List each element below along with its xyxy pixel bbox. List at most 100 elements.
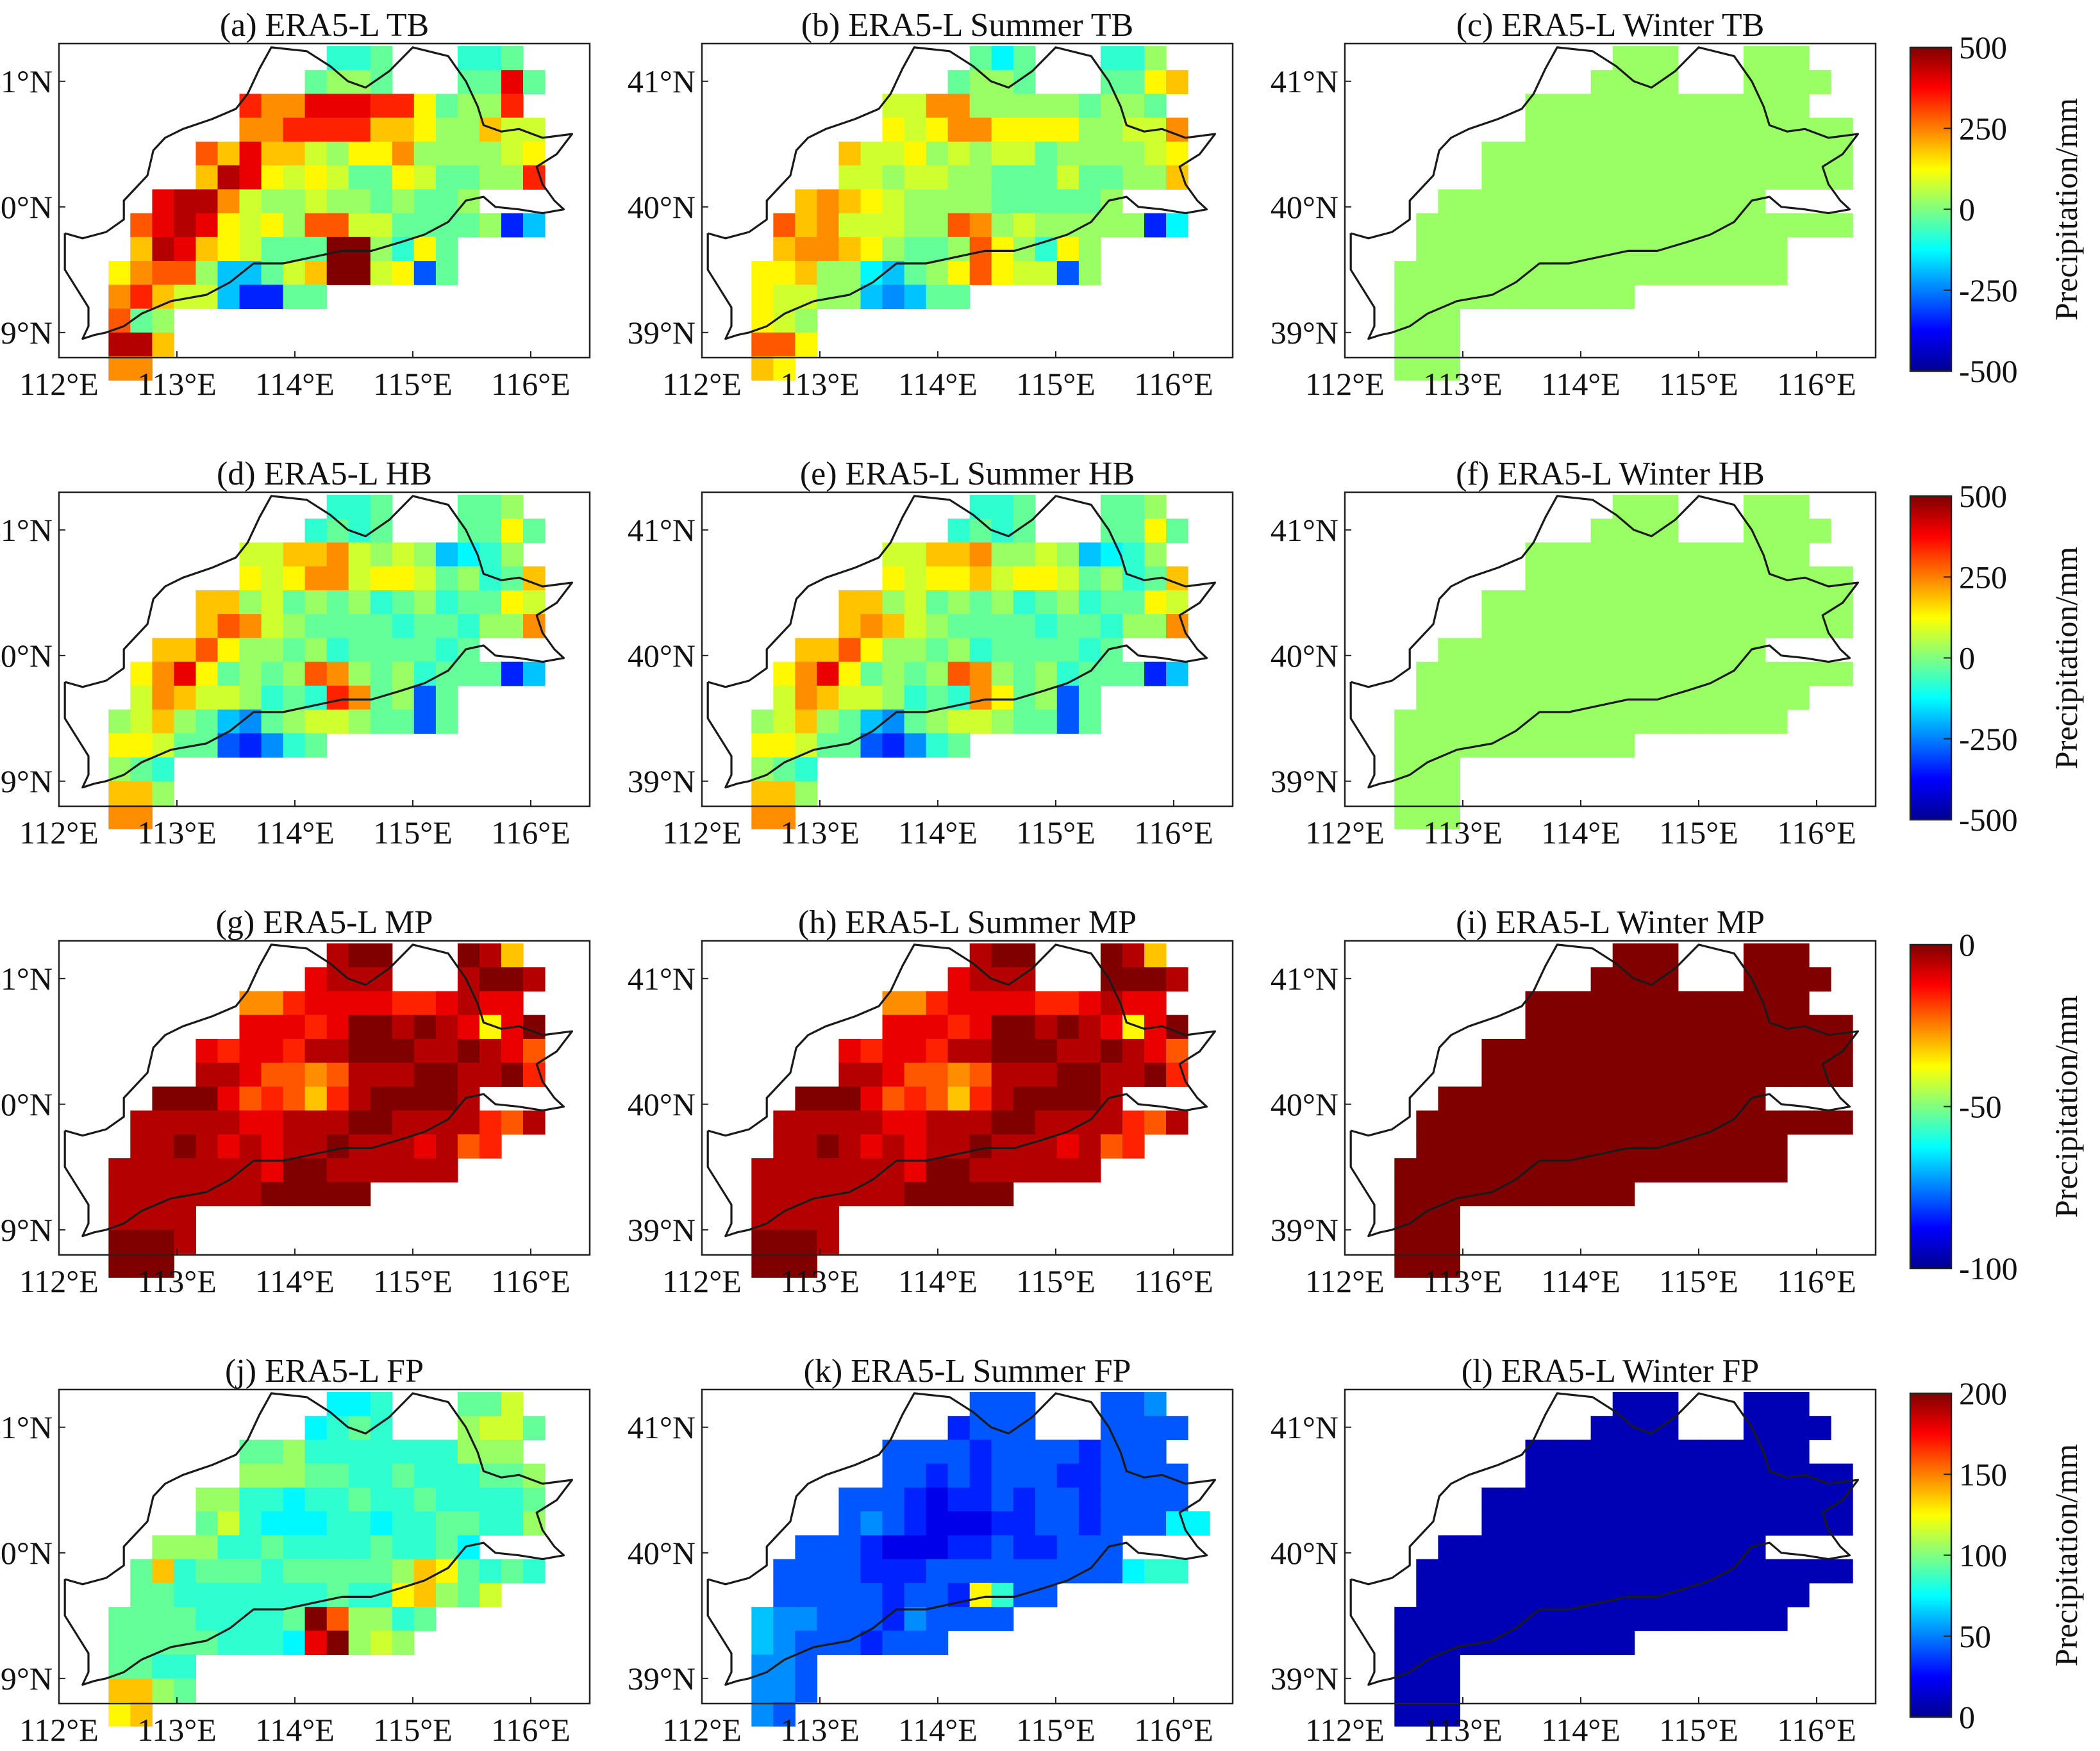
heatmap-cell <box>1831 614 1853 638</box>
heatmap-cell <box>947 1015 971 1040</box>
heatmap-cell <box>457 1559 480 1584</box>
heatmap-cell <box>1503 590 1526 615</box>
heatmap-cells <box>751 1391 1210 1727</box>
heatmap-cell <box>1416 1654 1438 1679</box>
heatmap-cell <box>283 733 306 758</box>
heatmap-cell <box>304 261 328 285</box>
heatmap-cell <box>1416 781 1438 806</box>
heatmap-cell <box>795 1229 817 1254</box>
heatmap-cell <box>479 46 502 71</box>
heatmap-cell <box>1634 661 1657 686</box>
heatmap-cell <box>904 261 927 285</box>
heatmap-cell <box>1056 94 1079 119</box>
heatmap-cell <box>1612 189 1635 214</box>
x-tick-label: 112°E <box>19 366 99 402</box>
heatmap-cell <box>283 94 306 119</box>
heatmap-cell <box>523 590 546 615</box>
y-tick-label: 39°N <box>0 1212 53 1248</box>
heatmap-cell <box>1013 1582 1036 1607</box>
heatmap-cell <box>1743 1440 1766 1465</box>
heatmap-cell <box>1787 1511 1810 1536</box>
y-tick-label: 40°N <box>0 1535 53 1571</box>
heatmap-cell <box>326 1086 349 1111</box>
heatmap-cell <box>991 141 1014 166</box>
heatmap-cell <box>1699 1086 1722 1111</box>
heatmap-cell <box>239 1487 262 1512</box>
heatmap-cell <box>1743 614 1766 638</box>
heatmap-cell <box>283 1063 306 1087</box>
heatmap-cell <box>283 1511 306 1536</box>
heatmap-cell <box>479 542 502 567</box>
heatmap-cell <box>1078 1487 1101 1512</box>
heatmap-cell <box>1809 967 1831 992</box>
heatmap-cell <box>1678 1511 1701 1536</box>
heatmap-cell <box>479 1391 502 1416</box>
heatmap-cell <box>969 141 992 166</box>
heatmap-cell <box>926 1063 949 1087</box>
heatmap-cell <box>1481 710 1504 734</box>
heatmap-cell <box>1100 1063 1123 1087</box>
heatmap-cell <box>261 165 284 190</box>
heatmap-cell <box>1612 519 1635 543</box>
heatmap-cell <box>926 590 949 615</box>
heatmap-cell <box>174 213 196 238</box>
heatmap-cell <box>1547 189 1570 214</box>
heatmap-cell <box>1699 590 1722 615</box>
heatmap-cell <box>523 1110 546 1135</box>
heatmap-cell <box>904 117 927 142</box>
heatmap-cell <box>196 237 218 261</box>
heatmap-cell <box>1590 519 1613 543</box>
heatmap-cell <box>1569 1158 1592 1183</box>
heatmap-cell <box>1013 1063 1036 1087</box>
heatmap-cell <box>1013 1535 1036 1560</box>
heatmap-cell <box>1013 261 1036 285</box>
heatmap-cell <box>1503 614 1526 638</box>
heatmap-cell <box>1699 1038 1722 1063</box>
heatmap-cell <box>1013 991 1036 1016</box>
heatmap-cell <box>392 213 415 238</box>
heatmap-cell <box>1460 237 1482 261</box>
heatmap-cell <box>1525 614 1548 638</box>
heatmap-cell <box>1438 1229 1460 1254</box>
heatmap-cell <box>1078 661 1101 686</box>
heatmap-cell <box>392 638 415 663</box>
heatmap-cell <box>1438 332 1460 357</box>
heatmap-cell <box>795 1607 817 1631</box>
heatmap-cell <box>1035 1440 1058 1465</box>
heatmap-cell <box>108 710 131 734</box>
heatmap-cell <box>1721 1134 1744 1159</box>
heatmap-cell <box>1122 1063 1145 1087</box>
heatmap-cell <box>239 1559 262 1584</box>
heatmap-cell <box>435 237 458 261</box>
heatmap-cell <box>392 1559 415 1584</box>
panel-title: (j) ERA5-L FP <box>225 1353 424 1390</box>
heatmap-cell <box>1569 1063 1592 1087</box>
heatmap-cell <box>882 141 905 166</box>
heatmap-cell <box>1100 1110 1123 1135</box>
heatmap-cell <box>838 261 861 285</box>
heatmap-cell <box>1743 261 1766 285</box>
heatmap-cell <box>1765 1607 1788 1631</box>
x-tick-label: 113°E <box>137 1712 217 1748</box>
heatmap-cell <box>1678 1063 1701 1087</box>
heatmap-cell <box>1678 542 1701 567</box>
heatmap-cell <box>882 590 905 615</box>
heatmap-cell <box>130 285 153 310</box>
heatmap-cell <box>392 165 415 190</box>
heatmap-cell <box>1056 1134 1079 1159</box>
heatmap-cell <box>926 566 949 591</box>
heatmap-cell <box>457 614 480 638</box>
colorbar-tick-label: 500 <box>1959 29 2007 65</box>
heatmap-cell <box>1394 757 1417 782</box>
y-tick-label: 39°N <box>0 763 53 799</box>
heatmap-cell <box>1525 285 1548 310</box>
x-tick-label: 116°E <box>1134 815 1213 851</box>
heatmap-cell <box>348 685 371 710</box>
heatmap-cell <box>1056 991 1079 1016</box>
heatmap-cell <box>1100 165 1123 190</box>
heatmap-cell <box>152 661 174 686</box>
heatmap-cell <box>904 614 927 638</box>
basin-boundary <box>1349 46 1859 340</box>
heatmap-cell <box>882 661 905 686</box>
heatmap-cell <box>1166 519 1188 543</box>
